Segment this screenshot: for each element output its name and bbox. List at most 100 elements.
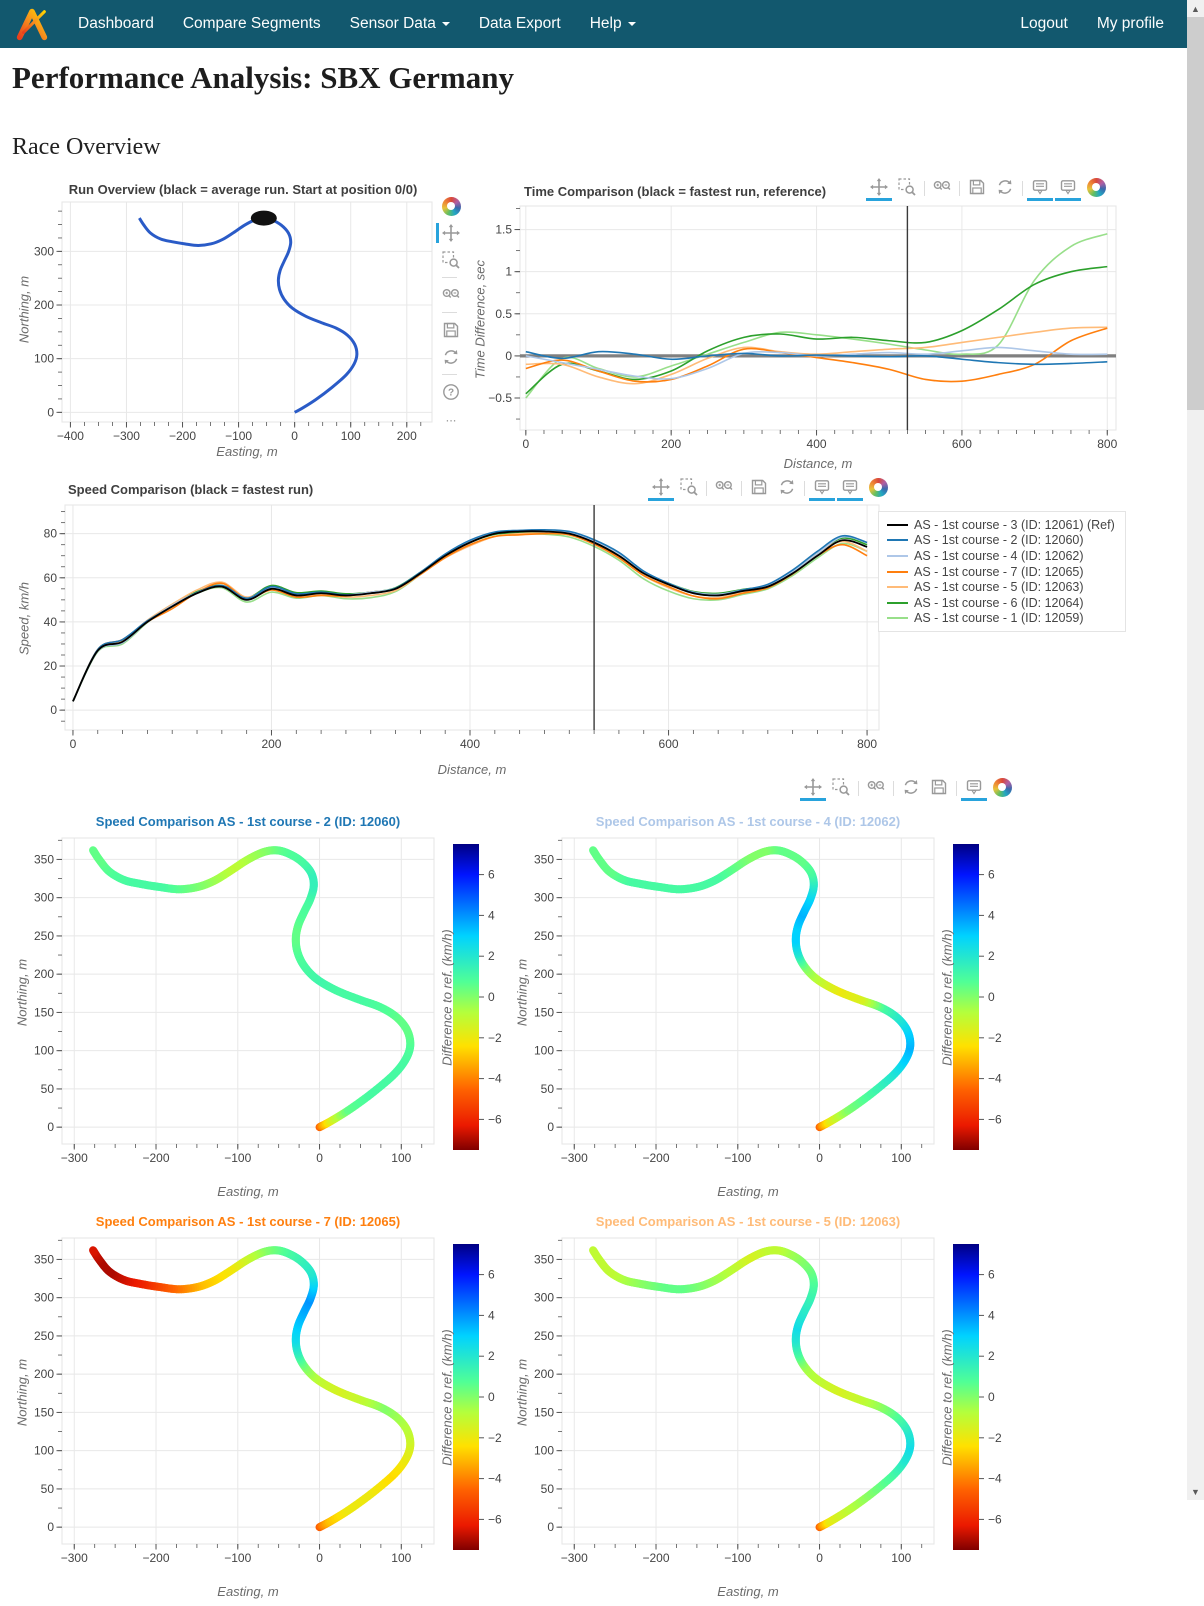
reset-button[interactable]: [436, 347, 463, 367]
y-tick-label: 350: [534, 852, 554, 866]
nav-dashboard[interactable]: Dashboard: [78, 15, 154, 33]
hover-closest-button[interactable]: [809, 476, 835, 501]
plot-area[interactable]: [593, 1250, 910, 1527]
plot-area[interactable]: [93, 850, 410, 1127]
zoom-in-out-button[interactable]: [436, 285, 463, 305]
legend-item[interactable]: AS - 1st course - 7 (ID: 12065): [887, 564, 1115, 580]
legend-item[interactable]: AS - 1st course - 3 (ID: 12061) (Ref): [887, 517, 1115, 533]
zoom-in-out-icon: [867, 778, 885, 796]
legend-item[interactable]: AS - 1st course - 1 (ID: 12059): [887, 611, 1115, 627]
x-tick-label: 0: [316, 1151, 323, 1165]
heatmap-chart-12060[interactable]: Speed Comparison AS - 1st course - 2 (ID…: [10, 806, 510, 1206]
save-button[interactable]: [746, 476, 772, 501]
x-axis-label: Easting, m: [62, 1584, 434, 1599]
legend-item[interactable]: AS - 1st course - 2 (ID: 12060): [887, 533, 1115, 549]
y-tick-label: 250: [34, 929, 54, 943]
heatmap-chart-12063[interactable]: Speed Comparison AS - 1st course - 5 (ID…: [510, 1206, 1010, 1606]
save-icon: [930, 778, 948, 796]
colorbar-tick-label: 4: [988, 908, 995, 922]
scrollbar-thumb[interactable]: [1187, 17, 1204, 410]
pan-button[interactable]: [436, 223, 463, 243]
modebar-separator: [706, 481, 707, 496]
scroll-up-arrow[interactable]: ▲: [1187, 0, 1204, 17]
run-overview-chart[interactable]: Run Overview (black = average run. Start…: [14, 176, 466, 478]
legend-item[interactable]: AS - 1st course - 5 (ID: 12063): [887, 579, 1115, 595]
heatmap-chart-12065[interactable]: Speed Comparison AS - 1st course - 7 (ID…: [10, 1206, 510, 1606]
track-line: [139, 218, 357, 412]
time-comparison-chart[interactable]: Time Comparison (black = fastest run, re…: [468, 172, 1180, 478]
pan-button[interactable]: [648, 476, 674, 501]
top-navbar: Dashboard Compare Segments Sensor Data D…: [0, 0, 1204, 48]
nav-sensor-data[interactable]: Sensor Data: [350, 15, 450, 33]
plotly-logo-icon[interactable]: [436, 196, 463, 216]
modebar-separator: [959, 181, 960, 196]
hover-compare-button[interactable]: [1055, 176, 1081, 201]
help-button[interactable]: ?: [436, 382, 463, 402]
nav-data-export[interactable]: Data Export: [479, 15, 561, 33]
hover-compare-button[interactable]: [837, 476, 863, 501]
save-button[interactable]: [436, 320, 463, 340]
plot-area[interactable]: [139, 211, 357, 413]
box-zoom-button[interactable]: [676, 476, 702, 501]
heatmap-chart-12062[interactable]: Speed Comparison AS - 1st course - 4 (ID…: [510, 806, 1010, 1206]
plotly-logo-icon[interactable]: [1083, 176, 1109, 201]
hover-closest-button[interactable]: [1027, 176, 1053, 201]
more-button[interactable]: ...: [436, 409, 463, 429]
colorbar-label: Difference to ref. (km/h): [440, 1298, 455, 1498]
box-zoom-button[interactable]: [436, 250, 463, 270]
plot-area[interactable]: [593, 850, 910, 1127]
reset-button[interactable]: [992, 176, 1018, 201]
y-tick-label: 200: [34, 967, 54, 981]
y-tick-label: 150: [534, 1405, 554, 1419]
plotly-logo-icon[interactable]: [989, 776, 1015, 801]
y-tick-label: 300: [34, 891, 54, 905]
x-tick-label: −300: [61, 1151, 88, 1165]
save-button[interactable]: [926, 776, 952, 801]
colorbar-tick-label: 2: [988, 1349, 995, 1363]
x-tick-label: −200: [143, 1551, 170, 1565]
nav-compare-segments[interactable]: Compare Segments: [183, 15, 321, 33]
scroll-down-arrow[interactable]: ▼: [1187, 1483, 1204, 1500]
nav-help[interactable]: Help: [590, 15, 636, 33]
pan-button[interactable]: [866, 176, 892, 201]
colorbar: [953, 844, 979, 1150]
box-zoom-button[interactable]: [828, 776, 854, 801]
nav-logout[interactable]: Logout: [1020, 15, 1067, 33]
reset-button[interactable]: [774, 476, 800, 501]
plot-area[interactable]: [520, 206, 1116, 430]
zoom-in-out-button[interactable]: [929, 176, 955, 201]
y-tick-label: 200: [34, 1367, 54, 1381]
x-tick-label: 0: [816, 1551, 823, 1565]
nav-my-profile[interactable]: My profile: [1097, 15, 1164, 33]
y-tick-label: 0: [505, 349, 512, 363]
pan-button[interactable]: [800, 776, 826, 801]
save-icon: [750, 478, 768, 496]
reset-button[interactable]: [898, 776, 924, 801]
modebar-run-overview: ?...: [436, 196, 463, 429]
heatmap-track: [593, 850, 910, 1127]
save-button[interactable]: [964, 176, 990, 201]
y-tick-label: 300: [34, 244, 54, 258]
plotly-logo-icon[interactable]: [865, 476, 891, 501]
legend-item[interactable]: AS - 1st course - 6 (ID: 12064): [887, 595, 1115, 611]
plot-area[interactable]: [93, 1250, 410, 1527]
plotly-logo-icon: [869, 478, 888, 497]
y-tick-label: 300: [34, 1291, 54, 1305]
legend-item[interactable]: AS - 1st course - 4 (ID: 12062): [887, 548, 1115, 564]
x-axis-label: Easting, m: [62, 1184, 434, 1199]
box-zoom-button[interactable]: [894, 176, 920, 201]
zoom-in-out-button[interactable]: [711, 476, 737, 501]
app-logo-icon[interactable]: [12, 4, 52, 44]
vertical-scrollbar[interactable]: ▲ ▼: [1187, 0, 1204, 1500]
zoom-in-out-button[interactable]: [863, 776, 889, 801]
hover-closest-button[interactable]: [961, 776, 987, 801]
colorbar-tick-label: 2: [988, 949, 995, 963]
chart-title: Speed Comparison AS - 1st course - 2 (ID…: [10, 814, 486, 829]
x-tick-label: 0: [316, 1551, 323, 1565]
